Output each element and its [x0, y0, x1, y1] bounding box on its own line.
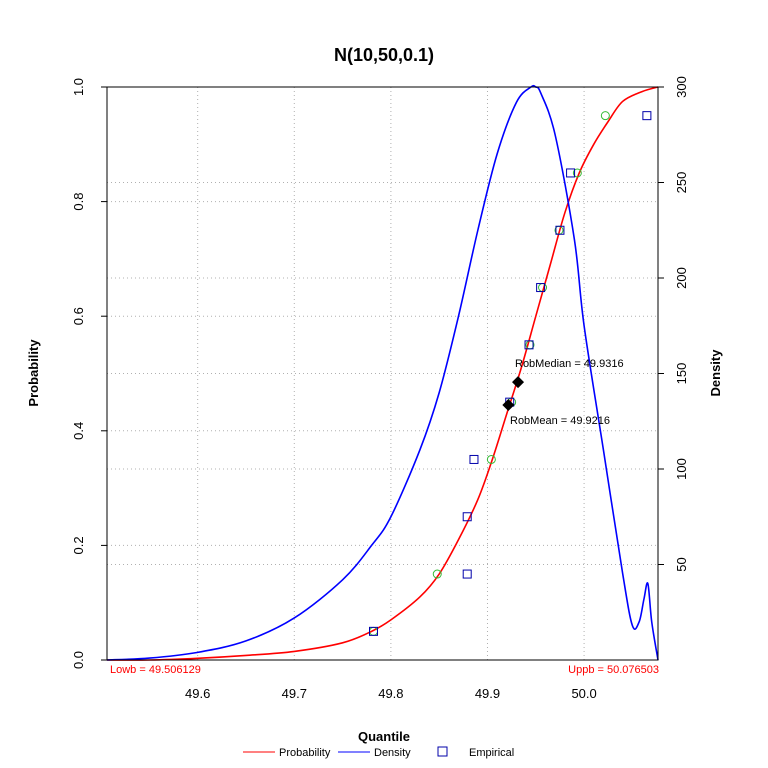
empirical-point: [462, 569, 472, 579]
empirical-point: [524, 340, 534, 350]
grid: [107, 86, 658, 661]
empirical-point: [462, 512, 472, 522]
uppb-label: Uppb = 50.076503: [568, 664, 659, 676]
y-right-ticks: 50 100 150 200 250 300: [658, 76, 689, 572]
robust-estimate-marker: [512, 376, 525, 389]
empirical-point: [369, 626, 379, 636]
x-ticks: 49.6 49.7 49.8 49.9 50.0: [185, 686, 597, 701]
x-tick-label: 50.0: [571, 686, 596, 701]
points: [369, 111, 652, 636]
x-tick-label: 49.7: [282, 686, 307, 701]
x-axis-title: Quantile: [358, 729, 410, 744]
legend-empirical-square: [437, 746, 448, 757]
rob-median-label: RobMedian = 49.9316: [515, 358, 624, 370]
y-left-tick-label: 0.0: [71, 651, 86, 669]
empirical-point: [536, 283, 546, 293]
y-right-tick-label: 50: [674, 557, 689, 571]
empirical-point: [566, 168, 576, 178]
x-tick-label: 49.8: [378, 686, 403, 701]
legend-density-label: Density: [374, 747, 411, 759]
empirical-point: [555, 225, 565, 235]
y-left-ticks: 0.0 0.2 0.4 0.6 0.8 1.0: [71, 78, 107, 669]
empirical-point: [642, 111, 652, 121]
theoretical-point: [432, 569, 442, 579]
x-tick-label: 49.9: [475, 686, 500, 701]
chart-title: N(10,50,0.1): [334, 45, 434, 65]
rob-mean-label: RobMean = 49.9216: [510, 415, 610, 427]
theoretical-point: [572, 168, 582, 178]
curves: [106, 84, 659, 661]
empirical-point: [469, 454, 479, 464]
y-right-tick-label: 100: [674, 458, 689, 480]
robust-estimate-marker: [502, 399, 515, 412]
y-left-tick-label: 1.0: [71, 78, 86, 96]
y-left-tick-label: 0.6: [71, 307, 86, 325]
y-left-tick-label: 0.2: [71, 536, 86, 554]
probability-curve: [106, 86, 659, 661]
y-right-tick-label: 200: [674, 267, 689, 289]
y-right-tick-label: 300: [674, 76, 689, 98]
y-right-axis-title: Density: [708, 349, 723, 397]
theoretical-point: [600, 111, 610, 121]
y-left-axis-title: Probability: [26, 339, 41, 407]
y-right-tick-label: 250: [674, 172, 689, 194]
lowb-label: Lowb = 49.506129: [110, 664, 201, 676]
y-right-tick-label: 150: [674, 363, 689, 385]
x-tick-label: 49.6: [185, 686, 210, 701]
legend: Probability Density Empirical: [243, 746, 514, 759]
density-curve: [106, 84, 659, 661]
legend-empirical-label: Empirical: [469, 747, 514, 759]
legend-probability-label: Probability: [279, 747, 331, 759]
y-left-tick-label: 0.4: [71, 422, 86, 440]
y-left-tick-label: 0.8: [71, 193, 86, 211]
theoretical-point: [486, 454, 496, 464]
